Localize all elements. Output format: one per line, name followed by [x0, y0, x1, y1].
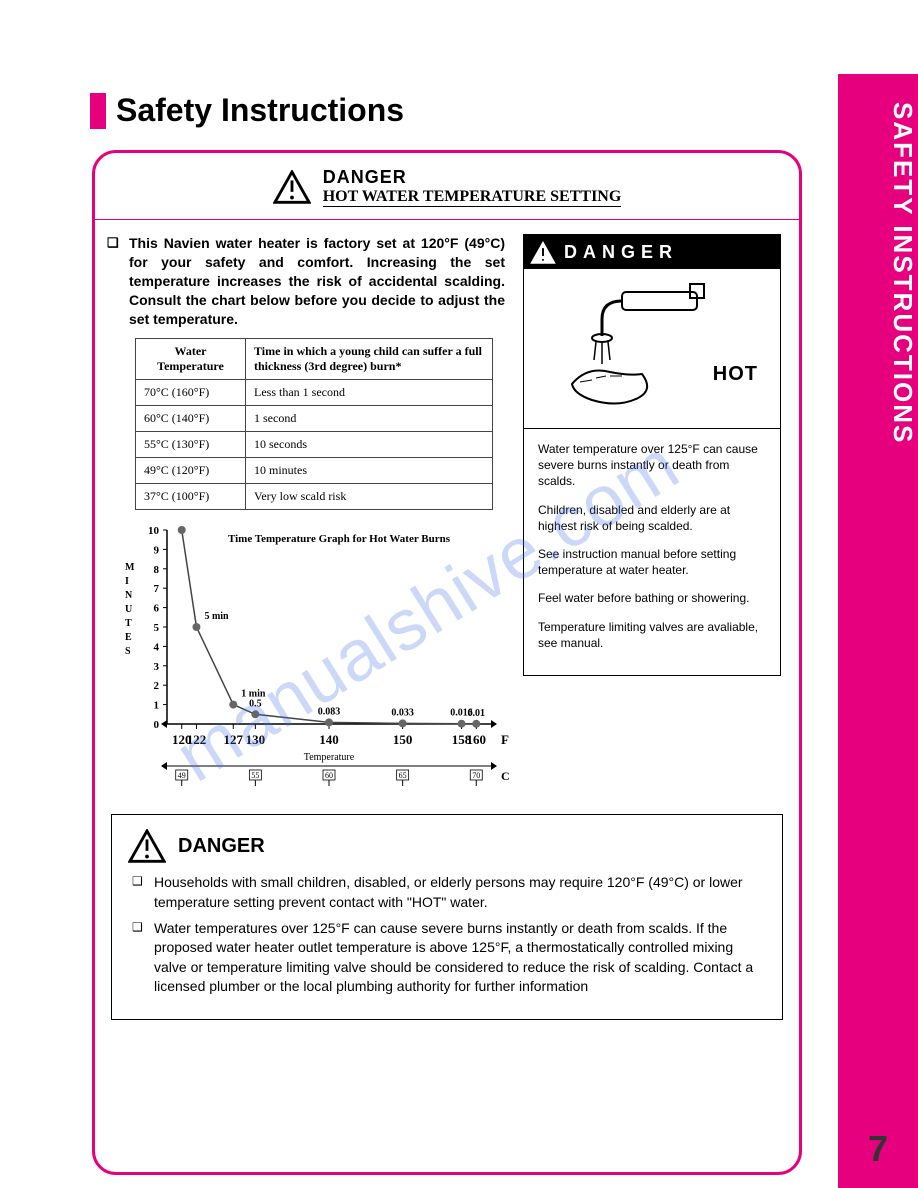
svg-text:7: 7	[154, 584, 160, 596]
intro-paragraph: This Navien water heater is factory set …	[111, 234, 509, 338]
table-col-temp: Water Temperature	[136, 339, 246, 380]
svg-text:E: E	[125, 632, 132, 643]
svg-text:4: 4	[154, 642, 160, 654]
svg-text:160: 160	[467, 732, 487, 747]
svg-text:49: 49	[178, 771, 186, 780]
svg-text:0.01: 0.01	[468, 708, 486, 719]
svg-text:55: 55	[251, 771, 259, 780]
warning-triangle-icon	[273, 170, 311, 204]
svg-text:S: S	[125, 646, 131, 657]
svg-text:0.033: 0.033	[391, 708, 414, 719]
danger-warning-panel: DANGER	[523, 234, 781, 676]
bullet-item: Water temperatures over 125°F can cause …	[128, 919, 766, 997]
warning-paragraph: See instruction manual before setting te…	[538, 546, 766, 578]
svg-text:I: I	[125, 576, 129, 587]
svg-text:3: 3	[154, 661, 160, 673]
svg-text:0.5: 0.5	[249, 699, 262, 710]
page-number: 7	[850, 1128, 906, 1170]
page-number-block: 7	[850, 1122, 906, 1170]
left-column: This Navien water heater is factory set …	[111, 234, 509, 796]
table-cell: Less than 1 second	[246, 380, 493, 406]
svg-text:140: 140	[319, 732, 339, 747]
svg-text:0.083: 0.083	[318, 707, 341, 718]
svg-text:70: 70	[472, 771, 480, 780]
svg-text:5 min: 5 min	[204, 611, 229, 622]
svg-text:10: 10	[148, 525, 160, 537]
burn-time-chart: 012345678910120122127130140150158160FMIN…	[111, 516, 509, 796]
bottom-danger-header: DANGER	[128, 829, 766, 863]
warning-triangle-icon	[128, 829, 166, 863]
sidebar-label: SAFETY INSTRUCTIONS	[838, 92, 918, 444]
table-row: 60°C (140°F)1 second	[136, 406, 493, 432]
svg-text:130: 130	[246, 732, 266, 747]
svg-text:1: 1	[154, 700, 160, 712]
svg-text:0: 0	[154, 719, 160, 731]
section-sidebar: SAFETY INSTRUCTIONS	[838, 74, 918, 1188]
svg-text:F: F	[501, 732, 509, 747]
bottom-danger-box: DANGER Households with small children, d…	[111, 814, 783, 1020]
svg-text:127: 127	[224, 732, 244, 747]
table-row: 70°C (160°F)Less than 1 second	[136, 380, 493, 406]
svg-text:122: 122	[187, 732, 207, 747]
table-cell: 70°C (160°F)	[136, 380, 246, 406]
divider	[95, 219, 799, 220]
table-body: 70°C (160°F)Less than 1 second60°C (140°…	[136, 380, 493, 510]
table-cell: 55°C (130°F)	[136, 432, 246, 458]
warning-paragraph: Children, disabled and elderly are at hi…	[538, 502, 766, 534]
svg-text:150: 150	[393, 732, 413, 747]
bottom-danger-label: DANGER	[178, 835, 265, 858]
svg-text:Cel.: Cel.	[501, 769, 509, 783]
scald-table: Water Temperature Time in which a young …	[135, 338, 493, 510]
warning-paragraph: Feel water before bathing or showering.	[538, 590, 766, 606]
right-column: DANGER	[523, 234, 781, 796]
heading-accent-bar	[90, 93, 106, 129]
warning-paragraph: Temperature limiting valves are avaliabl…	[538, 619, 766, 651]
svg-text:9: 9	[154, 545, 160, 557]
danger-titles: DANGER HOT WATER TEMPERATURE SETTING	[323, 167, 622, 207]
page-heading: Safety Instructions	[90, 92, 404, 129]
table-cell: 37°C (100°F)	[136, 484, 246, 510]
svg-text:N: N	[125, 590, 133, 601]
faucet-illustration: HOT	[524, 269, 780, 429]
main-content-box: DANGER HOT WATER TEMPERATURE SETTING Thi…	[92, 150, 802, 1175]
warning-paragraph: Water temperature over 125°F can cause s…	[538, 441, 766, 490]
svg-text:2: 2	[154, 681, 160, 693]
warning-triangle-icon	[530, 241, 556, 263]
top-danger-header: DANGER HOT WATER TEMPERATURE SETTING	[111, 167, 783, 215]
hot-label: HOT	[713, 363, 758, 386]
table-cell: 60°C (140°F)	[136, 406, 246, 432]
table-row: 55°C (130°F)10 seconds	[136, 432, 493, 458]
warning-panel-header: DANGER	[524, 235, 780, 269]
svg-text:65: 65	[399, 771, 407, 780]
danger-subtitle: HOT WATER TEMPERATURE SETTING	[323, 188, 622, 207]
content-row: This Navien water heater is factory set …	[111, 234, 783, 796]
table-cell: 10 minutes	[246, 458, 493, 484]
svg-text:U: U	[125, 604, 132, 615]
table-cell: 10 seconds	[246, 432, 493, 458]
table-row: 37°C (100°F)Very low scald risk	[136, 484, 493, 510]
svg-text:6: 6	[154, 603, 160, 615]
svg-text:Time Temperature Graph for Hot: Time Temperature Graph for Hot Water Bur…	[228, 533, 451, 545]
table-col-time: Time in which a young child can suffer a…	[246, 339, 493, 380]
table-cell: 1 second	[246, 406, 493, 432]
table-cell: 49°C (120°F)	[136, 458, 246, 484]
page: SAFETY INSTRUCTIONS 7 Safety Instruction…	[0, 0, 918, 1188]
table-header-row: Water Temperature Time in which a young …	[136, 339, 493, 380]
svg-text:T: T	[125, 618, 132, 629]
heading-text: Safety Instructions	[116, 92, 404, 129]
table-row: 49°C (120°F)10 minutes	[136, 458, 493, 484]
svg-text:M: M	[125, 562, 135, 573]
bottom-items-list: Households with small children, disabled…	[128, 873, 766, 997]
page-number-rule	[850, 1122, 906, 1126]
svg-text:60: 60	[325, 771, 333, 780]
svg-text:5: 5	[154, 622, 160, 634]
svg-text:8: 8	[154, 564, 160, 576]
warning-panel-text: Water temperature over 125°F can cause s…	[524, 429, 780, 675]
table-cell: Very low scald risk	[246, 484, 493, 510]
danger-label: DANGER	[323, 167, 622, 188]
warning-panel-header-text: DANGER	[564, 242, 678, 263]
svg-text:Temperature: Temperature	[304, 752, 355, 763]
bullet-item: Households with small children, disabled…	[128, 873, 766, 912]
